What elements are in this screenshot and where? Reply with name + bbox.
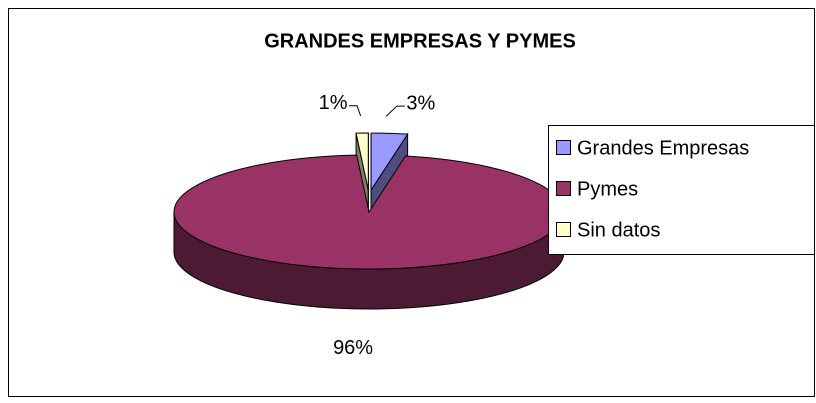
legend-box [548, 125, 815, 255]
legend-swatch [556, 181, 571, 196]
legend-label: Grandes Empresas [577, 137, 749, 159]
legend-label: Pymes [577, 178, 638, 200]
legend-label: Sin datos [577, 219, 660, 241]
data-label: 3% [406, 92, 435, 114]
legend-swatch [556, 140, 571, 155]
data-label: 1% [319, 92, 348, 114]
pie-slice [370, 132, 409, 192]
pie-slice [173, 154, 565, 270]
legend-swatch [556, 222, 571, 237]
chart-title: GRANDES EMPRESAS Y PYMES [264, 30, 576, 52]
leader-line [349, 105, 362, 117]
data-label: 96% [333, 337, 373, 359]
pie-slice [355, 132, 369, 191]
leader-line [385, 105, 405, 117]
